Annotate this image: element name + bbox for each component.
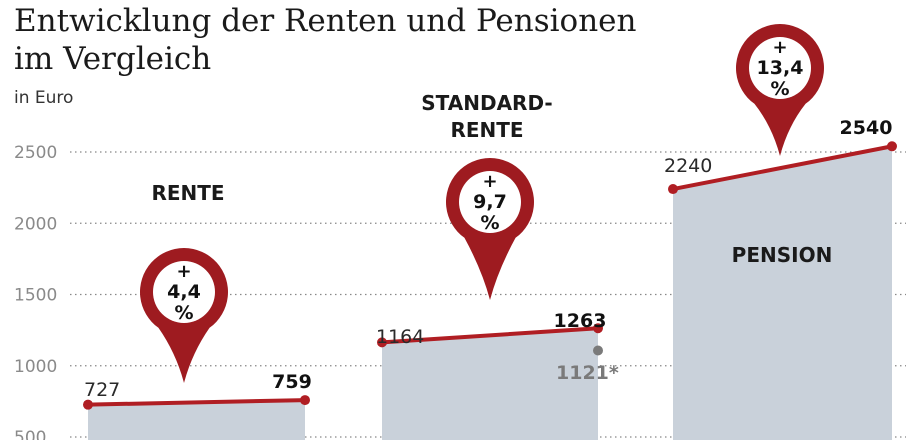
end-value-label: 2540 (840, 117, 893, 139)
marker-layer: +4,4%+9,7%+13,4% (140, 23, 824, 383)
y-tick-label: 500 (14, 428, 46, 440)
series-area (673, 146, 892, 440)
percent-pin-icon: +4,4% (140, 247, 229, 383)
start-value-label: 2240 (664, 155, 712, 177)
series-area (382, 328, 598, 440)
extra-point (593, 345, 603, 356)
series-line (380, 326, 600, 345)
series-end-point (887, 141, 897, 152)
percent-change-label: + (482, 171, 497, 192)
percent-change-label: % (480, 212, 499, 234)
series-start-point (668, 184, 678, 195)
end-value-label: 1263 (554, 310, 607, 332)
series-start-point (377, 337, 387, 348)
series-line (671, 144, 894, 192)
y-tick-label: 2500 (14, 143, 57, 163)
percent-change-label: + (772, 37, 787, 58)
series-name-label: STANDARD- (421, 91, 552, 115)
series-name-label: PENSION (732, 243, 833, 267)
grid-layer: 2500 2000 1500 1000 500 (14, 143, 906, 440)
label-layer: 727 759 RENTE 1121* 1164 1263 STANDARD- RENTE 22… (84, 91, 892, 401)
line-layer (83, 141, 897, 410)
series-start-point (83, 399, 93, 410)
percent-change-label: 9,7 (473, 191, 507, 213)
y-tick-label: 2000 (14, 214, 57, 234)
chart-title: Entwicklung der Renten und Pensionen im … (14, 3, 637, 77)
series-area (88, 400, 305, 440)
area-layer (88, 146, 892, 440)
percent-change-label: 4,4 (167, 281, 201, 303)
series-name-label: RENTE (151, 181, 224, 205)
unit-label: in Euro (14, 88, 74, 108)
pin-inner (153, 261, 215, 323)
pin-inner (749, 37, 811, 99)
series-name-label: RENTE (450, 118, 523, 142)
start-value-label: 727 (84, 379, 120, 401)
percent-pin-icon: +9,7% (446, 158, 534, 300)
percent-change-label: % (174, 302, 193, 324)
y-tick-label: 1000 (14, 357, 57, 377)
pin-inner (459, 171, 521, 233)
percent-change-label: % (770, 78, 789, 100)
series-end-point (593, 323, 603, 334)
start-value-label: 1164 (376, 326, 424, 348)
extra-point-label: 1121* (556, 362, 619, 384)
percent-change-label: 13,4 (757, 57, 804, 79)
series-line (86, 398, 307, 407)
end-value-label: 759 (272, 371, 312, 393)
series-end-point (300, 395, 310, 406)
percent-change-label: + (176, 261, 191, 282)
y-tick-label: 1500 (14, 286, 57, 306)
percent-pin-icon: +13,4% (735, 23, 824, 157)
